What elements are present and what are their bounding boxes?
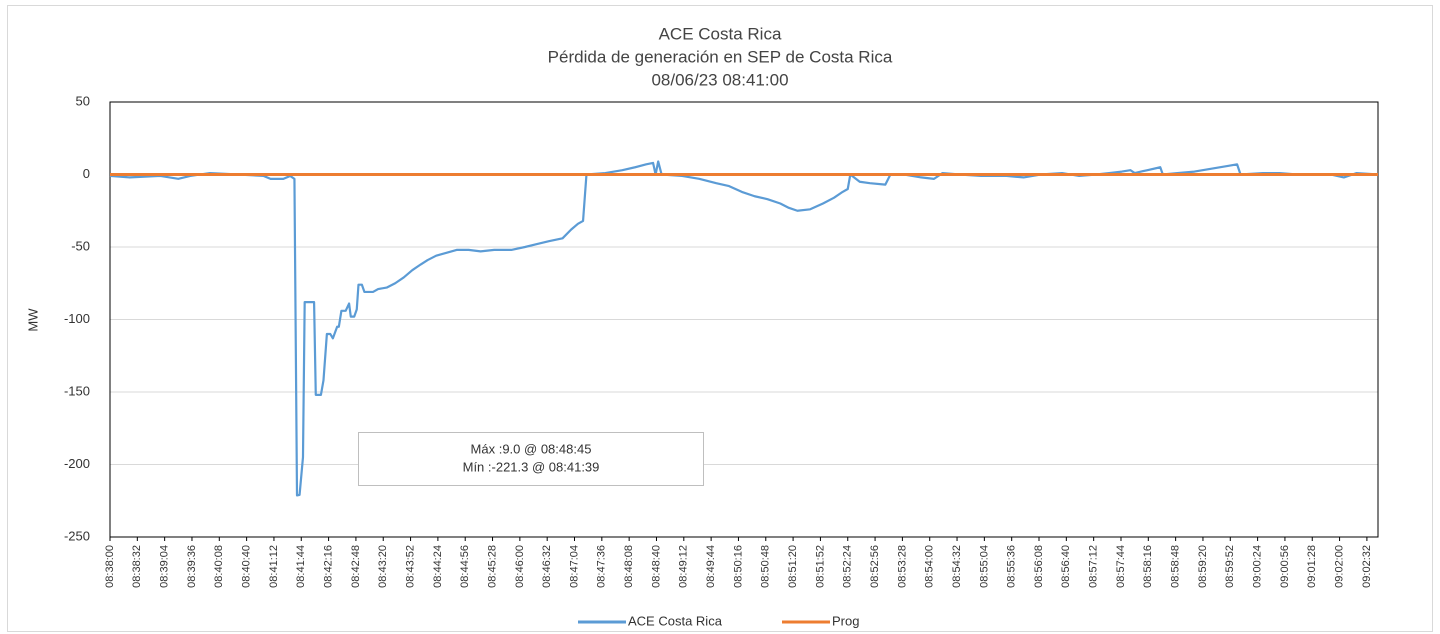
x-tick-label: 08:48:40 (650, 545, 662, 588)
x-tick-label: 08:43:20 (377, 545, 389, 588)
x-tick-label: 08:51:52 (814, 545, 826, 588)
x-tick-label: 08:58:16 (1142, 545, 1154, 588)
annotation-text: Mín :-221.3 @ 08:41:39 (463, 459, 600, 474)
x-tick-label: 08:57:12 (1088, 545, 1100, 588)
x-tick-label: 08:50:16 (732, 545, 744, 588)
x-tick-label: 08:52:24 (842, 545, 854, 588)
x-tick-label: 08:49:12 (678, 545, 690, 588)
chart-date: 08/06/23 08:41:00 (651, 70, 788, 89)
x-tick-label: 08:49:44 (705, 545, 717, 588)
x-tick-label: 08:46:32 (541, 545, 553, 588)
x-tick-label: 08:44:56 (459, 545, 471, 588)
chart-title: ACE Costa Rica (659, 24, 782, 43)
x-tick-label: 08:42:16 (322, 545, 334, 588)
x-tick-label: 08:38:00 (104, 545, 116, 588)
x-tick-label: 09:01:28 (1306, 545, 1318, 588)
x-tick-label: 08:55:36 (1006, 545, 1018, 588)
chart-subtitle: Pérdida de generación en SEP de Costa Ri… (548, 47, 893, 66)
x-tick-label: 08:59:20 (1197, 545, 1209, 588)
chart-frame (7, 5, 1433, 632)
x-tick-label: 08:45:28 (486, 545, 498, 588)
x-tick-label: 08:59:52 (1224, 545, 1236, 588)
x-tick-label: 08:47:36 (596, 545, 608, 588)
x-tick-label: 08:38:32 (131, 545, 143, 588)
annotation-text: Máx :9.0 @ 08:48:45 (471, 441, 592, 456)
x-tick-label: 08:53:28 (896, 545, 908, 588)
y-tick-label: -100 (64, 311, 90, 326)
plot-frame (109, 101, 1379, 538)
y-tick-label: -150 (64, 383, 90, 398)
legend-label: Prog (832, 613, 859, 628)
x-tick-label: 08:41:44 (295, 545, 307, 588)
x-tick-label: 08:57:44 (1115, 545, 1127, 588)
series-line (109, 160, 1379, 497)
x-tick-label: 08:56:08 (1033, 545, 1045, 588)
x-tick-label: 08:40:08 (213, 545, 225, 588)
x-tick-label: 08:43:52 (404, 545, 416, 588)
annotation-box (358, 432, 704, 486)
x-tick-label: 08:40:40 (241, 545, 253, 588)
x-tick-label: 08:46:00 (514, 545, 526, 588)
x-tick-label: 09:02:32 (1361, 545, 1373, 588)
y-tick-label: 0 (83, 166, 90, 181)
x-tick-label: 08:52:56 (869, 545, 881, 588)
x-tick-label: 09:00:24 (1252, 545, 1264, 588)
x-tick-label: 09:00:56 (1279, 545, 1291, 588)
x-tick-label: 08:54:00 (924, 545, 936, 588)
y-tick-label: -250 (64, 528, 90, 543)
y-tick-label: -200 (64, 456, 90, 471)
x-tick-label: 08:42:48 (350, 545, 362, 588)
x-tick-label: 08:56:40 (1060, 545, 1072, 588)
x-tick-label: 08:55:04 (978, 545, 990, 588)
y-axis-label: MW (25, 308, 40, 332)
x-tick-label: 09:02:00 (1333, 545, 1345, 588)
x-tick-label: 08:39:04 (159, 545, 171, 588)
x-tick-label: 08:51:20 (787, 545, 799, 588)
x-tick-label: 08:50:48 (760, 545, 772, 588)
x-tick-label: 08:41:12 (268, 545, 280, 588)
x-tick-label: 08:39:36 (186, 545, 198, 588)
x-tick-label: 08:48:08 (623, 545, 635, 588)
legend-label: ACE Costa Rica (628, 613, 723, 628)
x-tick-label: 08:44:24 (432, 545, 444, 588)
y-tick-label: 50 (76, 93, 90, 108)
x-tick-label: 08:54:32 (951, 545, 963, 588)
x-tick-label: 08:58:48 (1170, 545, 1182, 588)
x-tick-label: 08:47:04 (568, 545, 580, 588)
y-tick-label: -50 (71, 238, 90, 253)
